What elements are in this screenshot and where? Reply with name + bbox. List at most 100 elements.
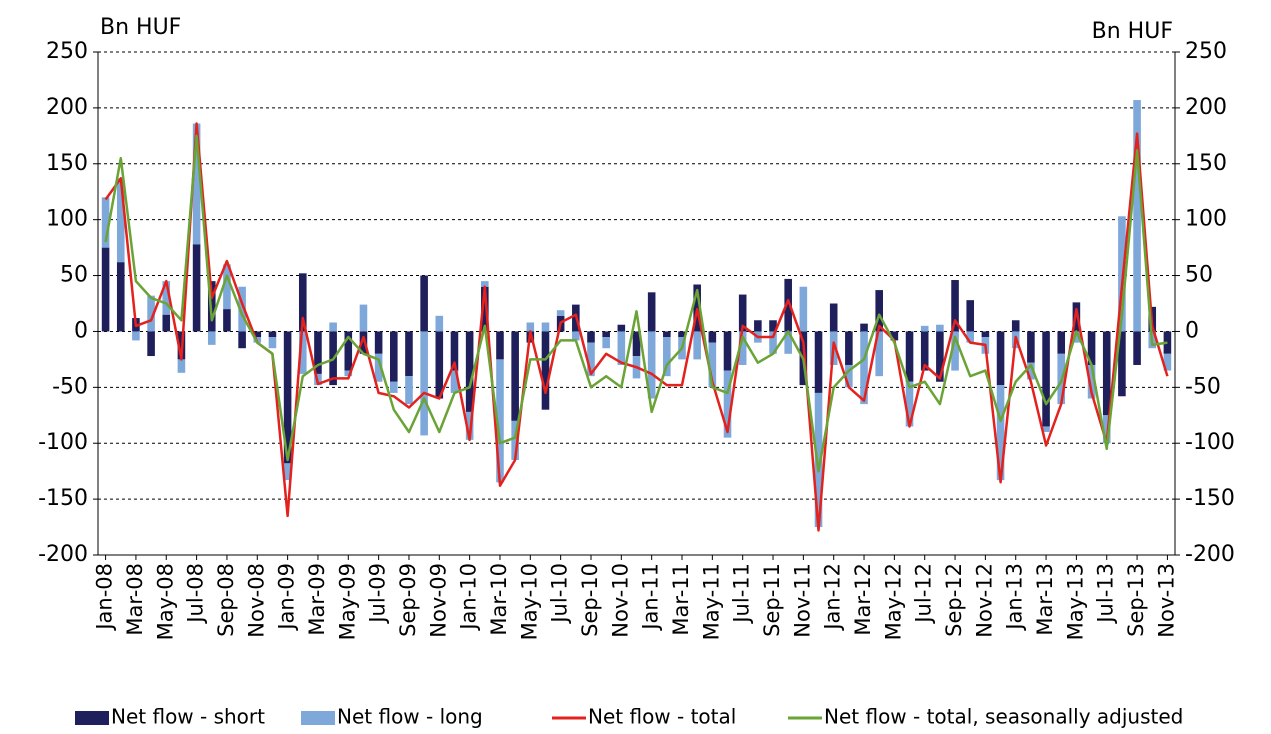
x-tick-label: May-11 — [699, 563, 723, 640]
bar — [359, 331, 368, 354]
bar — [1133, 100, 1141, 332]
bar — [450, 331, 459, 371]
bar — [298, 273, 307, 332]
bar — [1118, 331, 1126, 397]
bar — [1042, 331, 1050, 427]
bar — [541, 331, 550, 410]
bar — [738, 294, 747, 332]
y2-tick-label: -150 — [1185, 486, 1235, 511]
x-tick-label: Sep-13 — [1124, 563, 1148, 637]
y-axis-label: Bn HUF — [100, 15, 181, 40]
x-tick-label: Sep-09 — [396, 563, 420, 637]
bar — [951, 331, 959, 371]
bar — [981, 331, 990, 338]
bar — [799, 286, 808, 332]
y2-tick-label: 150 — [1185, 151, 1227, 176]
bar — [481, 281, 489, 287]
bar — [405, 331, 413, 377]
bar — [526, 322, 535, 332]
x-tick-label: Sep-10 — [578, 563, 602, 637]
x-tick-label: Jan-08 — [93, 563, 117, 632]
bar — [890, 331, 899, 341]
bar — [1027, 331, 1035, 363]
bar — [511, 420, 519, 460]
bar — [617, 331, 626, 365]
bar — [435, 315, 444, 332]
legend-swatch — [301, 711, 335, 725]
bar — [678, 331, 686, 338]
x-tick-label: Nov-13 — [1154, 563, 1178, 638]
bar — [1087, 331, 1096, 365]
x-tick-label: Nov-12 — [972, 563, 996, 638]
bar — [920, 325, 929, 332]
legend-label: Net flow - total, seasonally adjusted — [824, 705, 1183, 729]
legend-label: Net flow - total — [588, 705, 736, 729]
bar — [450, 370, 459, 393]
y-tick-label: 200 — [46, 95, 88, 120]
bar — [814, 331, 823, 393]
bar — [283, 331, 292, 464]
bar — [1027, 362, 1035, 380]
y-tick-label: -100 — [38, 430, 88, 455]
bar — [207, 331, 216, 345]
x-tick-label: Jul-11 — [730, 563, 754, 625]
x-tick-label: Mar-13 — [1033, 563, 1057, 636]
bar — [390, 381, 398, 393]
bar — [1042, 426, 1050, 433]
bar — [647, 292, 656, 332]
bar — [860, 323, 868, 332]
bar — [298, 331, 307, 374]
bar — [147, 331, 155, 357]
bar — [996, 385, 1005, 481]
bar — [1087, 364, 1096, 399]
bar — [268, 337, 277, 349]
bar — [344, 331, 353, 371]
bar — [708, 331, 717, 343]
x-tick-label: May-10 — [517, 563, 541, 640]
bar — [314, 331, 322, 374]
y-tick-label: -50 — [52, 374, 88, 399]
bar — [344, 370, 353, 377]
y2-tick-label: -100 — [1185, 430, 1235, 455]
bar — [845, 331, 853, 365]
bar — [693, 331, 701, 360]
bar — [936, 331, 944, 382]
y-tick-label: 50 — [60, 263, 88, 288]
x-tick-label: Jul-08 — [184, 563, 208, 625]
x-tick-label: May-09 — [335, 563, 359, 640]
x-tick-label: Mar-08 — [123, 563, 147, 636]
bar — [860, 331, 868, 405]
y-tick-label: 100 — [46, 207, 88, 232]
bar — [496, 359, 504, 483]
bar — [647, 331, 656, 399]
bar — [405, 376, 413, 405]
bar — [951, 280, 959, 332]
bar — [723, 331, 732, 371]
y2-tick-label: 200 — [1185, 95, 1227, 120]
bar — [1011, 320, 1020, 332]
x-tick-label: Nov-09 — [426, 563, 450, 638]
x-tick-label: Nov-08 — [244, 563, 268, 638]
bar — [177, 359, 186, 373]
bar — [1072, 331, 1081, 343]
bar — [996, 331, 1005, 386]
bar — [359, 304, 368, 332]
bar — [1057, 331, 1066, 354]
bar — [1102, 331, 1111, 416]
bar — [253, 331, 262, 338]
bar — [829, 303, 838, 332]
x-tick-label: Jul-13 — [1094, 563, 1118, 625]
bar — [283, 463, 292, 481]
bar — [162, 281, 171, 315]
bar — [162, 314, 171, 332]
bar — [101, 197, 110, 248]
bar — [663, 331, 671, 338]
bar — [374, 353, 383, 382]
x-tick-label: Mar-10 — [487, 563, 511, 636]
bar — [268, 331, 277, 338]
bar — [769, 320, 777, 332]
bar — [875, 290, 883, 332]
bar — [496, 331, 504, 360]
x-tick-label: Sep-11 — [760, 563, 784, 637]
